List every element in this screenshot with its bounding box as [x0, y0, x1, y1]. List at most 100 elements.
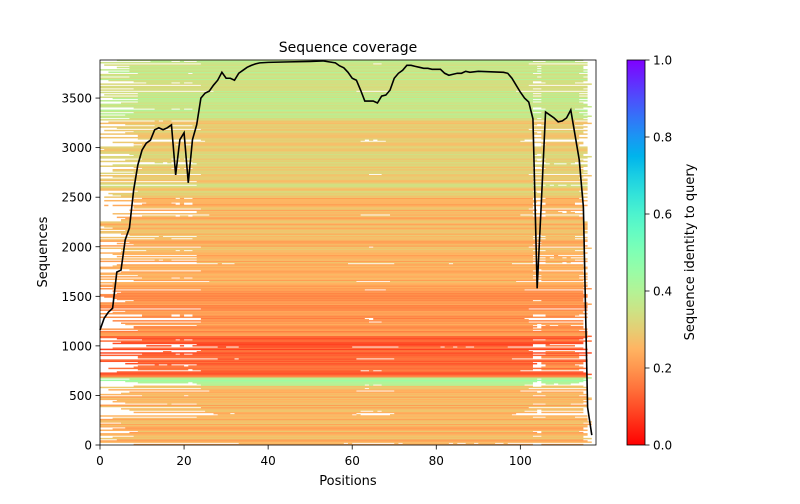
msa-row-segment [100, 285, 588, 288]
msa-row-segment [545, 60, 575, 63]
msa-row-segment [545, 210, 559, 213]
msa-row-segment [541, 107, 584, 109]
msa-row-segment [100, 424, 588, 427]
msa-row-segment [112, 141, 584, 144]
msa-row-segment [100, 252, 588, 254]
msa-row-segment [200, 246, 370, 248]
x-tick-label: 40 [260, 454, 275, 468]
msa-row-segment [137, 138, 533, 140]
colorbar-tick-label: 0.8 [653, 131, 672, 145]
msa-row-segment [100, 179, 588, 182]
msa-row-segment [142, 353, 176, 355]
msa-row-segment [100, 374, 588, 377]
msa-row-segment [541, 430, 580, 433]
msa-row-segment [196, 120, 533, 122]
msa-row-segment [100, 359, 588, 361]
msa-row-segment [133, 205, 533, 208]
msa-row-segment [100, 151, 588, 153]
msa-row-segment [129, 209, 538, 211]
msa-row-segment [137, 92, 533, 95]
msa-row-segment [541, 138, 580, 140]
msa-row-segment [100, 224, 588, 227]
msa-row-segment [209, 390, 357, 392]
msa-row-segment [125, 380, 538, 383]
msa-row-segment [192, 345, 533, 347]
y-tick-label: 3500 [61, 92, 92, 106]
msa-row-segment [129, 268, 538, 271]
msa-row-segment [541, 380, 584, 383]
msa-row-segment [541, 117, 584, 120]
msa-row-segment [100, 377, 592, 379]
msa-row-segment [100, 434, 588, 436]
msa-row-segment [192, 202, 533, 204]
msa-row-segment [541, 277, 580, 279]
msa-row-segment [100, 245, 588, 247]
msa-row-segment [146, 249, 176, 252]
msa-row-segment [100, 423, 592, 426]
msa-row-segment [209, 280, 357, 283]
msa-row-segment [503, 442, 508, 445]
msa-row-segment [545, 108, 575, 110]
msa-row-segment [116, 216, 584, 219]
msa-row-segment [121, 195, 584, 197]
colorbar-tick-label: 0.6 [653, 208, 672, 222]
msa-row-segment [200, 321, 370, 323]
msa-row-segment [381, 173, 529, 176]
msa-row-segment [142, 167, 172, 170]
chart-title: Sequence coverage [279, 40, 418, 56]
msa-row-segment [133, 191, 538, 194]
msa-row-segment [112, 227, 588, 229]
msa-row-segment [188, 365, 533, 367]
msa-row-segment [100, 115, 592, 117]
msa-row-segment [121, 218, 584, 221]
msa-row-segment [100, 352, 592, 354]
msa-row-segment [192, 314, 533, 316]
msa-row-segment [100, 109, 588, 112]
msa-row-segment [100, 278, 588, 280]
msa-row-segment [566, 163, 571, 165]
msa-row-segment [100, 103, 588, 106]
msa-row-segment [100, 376, 588, 378]
msa-row-segment [100, 379, 588, 382]
msa-row-segment [154, 125, 172, 127]
msa-row-segment [541, 76, 584, 78]
msa-row-segment [100, 100, 588, 102]
msa-row-segment [116, 399, 584, 402]
x-tick-label: 80 [429, 454, 444, 468]
msa-heatmap [100, 59, 592, 446]
msa-row-segment [129, 65, 538, 68]
msa-row-segment [100, 232, 588, 234]
msa-row-segment [121, 251, 584, 253]
msa-row-segment [100, 157, 588, 159]
msa-row-segment [541, 205, 584, 208]
msa-row-segment [541, 190, 580, 192]
msa-row-segment [104, 94, 588, 96]
msa-row-segment [478, 442, 496, 445]
msa-row-segment [137, 329, 533, 332]
msa-row-segment [133, 435, 533, 437]
msa-row-segment [179, 339, 185, 341]
msa-row-segment [112, 164, 588, 166]
msa-row-segment [142, 339, 176, 341]
msa-row-segment [112, 253, 584, 255]
msa-row-segment [192, 381, 533, 384]
msa-row-segment [137, 190, 533, 192]
msa-row-segment [100, 396, 588, 398]
msa-row-segment [369, 139, 374, 141]
colorbar-tick-label: 1.0 [653, 54, 672, 68]
msa-row-segment [390, 414, 512, 416]
msa-row-segment [541, 385, 584, 388]
msa-row-segment [100, 75, 588, 77]
msa-row-segment [541, 191, 584, 194]
msa-row-segment [217, 414, 353, 416]
msa-row-segment [179, 167, 185, 170]
msa-row-segment [100, 155, 592, 158]
msa-row-segment [545, 315, 575, 317]
msa-row-segment [154, 120, 159, 122]
msa-row-segment [545, 184, 550, 186]
msa-row-segment [196, 254, 533, 257]
msa-row-segment [100, 110, 588, 113]
msa-row-segment [179, 144, 185, 146]
coverage-line [99, 60, 593, 436]
msa-row-segment [100, 420, 588, 422]
